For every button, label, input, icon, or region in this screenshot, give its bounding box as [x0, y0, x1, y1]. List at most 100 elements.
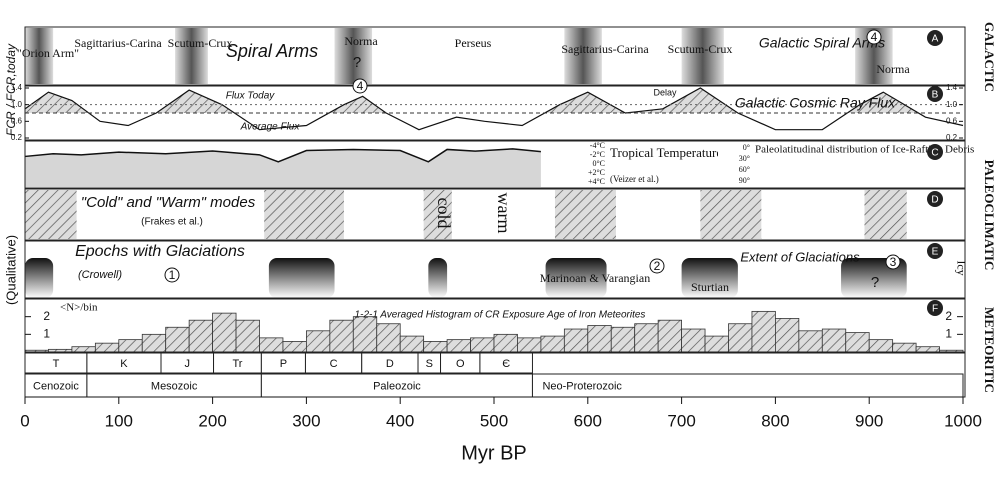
- histogram-bar: [446, 339, 471, 353]
- x-tick-label: 600: [574, 411, 602, 430]
- histogram-bar: [493, 333, 518, 353]
- timescale-label: Cenozoic: [33, 380, 79, 392]
- cold-interval: [700, 190, 762, 239]
- histogram-bar: [892, 342, 917, 353]
- y-tick-label: 1.4: [11, 83, 23, 92]
- panel-letter: A: [932, 34, 939, 45]
- y-tick-label: 1.0: [11, 100, 23, 109]
- histogram-bar: [71, 346, 96, 353]
- y-tick-label: 2: [43, 309, 50, 323]
- x-tick-label: 800: [761, 411, 789, 430]
- temperature-source: (Veizer et al.): [610, 174, 659, 184]
- histogram-bar: [235, 319, 260, 353]
- timescale-label: T: [53, 358, 60, 370]
- temperature-tick-label: +2°C: [588, 168, 605, 177]
- panel-letter-circle: [927, 30, 943, 46]
- histogram-bar: [165, 326, 190, 353]
- panel-letter: F: [932, 304, 938, 315]
- histogram-bar: [376, 323, 401, 353]
- spiral-title: Spiral Arms: [226, 41, 318, 61]
- cold-interval: [423, 190, 452, 239]
- histogram-bar: [141, 333, 167, 353]
- timescale-label: Neo-Proterozoic: [542, 380, 622, 392]
- histogram-bar: [329, 319, 354, 353]
- arm-label: Sagittarius-Carina: [561, 42, 649, 56]
- histogram-bar: [282, 340, 307, 353]
- group-label: METEORITIC: [982, 307, 997, 393]
- timescale-label: K: [120, 358, 128, 370]
- histogram-bar: [188, 319, 213, 353]
- histogram-bar: [845, 332, 870, 353]
- y-axis-label: FCR / FCR,today: [4, 43, 18, 136]
- group-label: PALEOCLIMATIC: [982, 160, 997, 271]
- histogram-bar: [775, 318, 800, 353]
- histogram-bar: [118, 339, 143, 353]
- histogram-bar: [470, 337, 495, 353]
- panel-e-frame: [24, 240, 966, 299]
- glaciation-interval: [428, 258, 448, 298]
- panel-letter: D: [931, 195, 938, 206]
- panel-letter: B: [932, 90, 939, 101]
- x-tick-label: 900: [855, 411, 883, 430]
- timescale-label: J: [185, 358, 191, 370]
- temperature-area: [25, 148, 541, 187]
- temperature-title: Tropical Temperature: [610, 145, 722, 160]
- y-tick-label: 1: [43, 327, 50, 341]
- x-tick-label: 100: [105, 411, 133, 430]
- histogram-bar: [587, 325, 612, 353]
- histogram-bar: [352, 316, 378, 353]
- marker-circle: [649, 258, 665, 274]
- glaciation-interval: [681, 258, 738, 298]
- glaciation-label: Extent of Glaciations: [740, 249, 860, 264]
- glaciation-label: Icy: [954, 260, 968, 275]
- histogram-bar: [399, 335, 425, 353]
- glaciation-interval: [545, 258, 607, 298]
- histogram-bar: [681, 328, 706, 353]
- panel-letter-circle: [927, 300, 943, 316]
- temperature-tick-label: +4°C: [588, 177, 605, 186]
- cold-interval: [25, 190, 77, 239]
- histogram-bar: [915, 346, 940, 353]
- panel-f-frame: [24, 298, 966, 353]
- rafting-tick-label: 90°: [739, 176, 750, 185]
- arm-label: Scutum-Crux: [668, 42, 733, 56]
- x-tick-label: 1000: [944, 411, 982, 430]
- average-flux-label: Average Flux: [240, 122, 301, 133]
- timescale-label: P: [280, 358, 287, 370]
- histogram-bar: [634, 323, 659, 353]
- cold-interval: [264, 190, 344, 239]
- histogram-bar: [517, 337, 542, 353]
- y2-tick-label: 2: [945, 309, 952, 323]
- panel-letter-circle: [927, 144, 943, 160]
- histogram-bar: [94, 342, 120, 353]
- marker-circle: [352, 78, 368, 94]
- arm-band: [681, 28, 724, 84]
- histogram-title: 1-2-1 Averaged Histogram of CR Exposure …: [355, 310, 646, 321]
- x-tick-label: 200: [198, 411, 226, 430]
- panel-b-frame: [24, 85, 966, 141]
- panel-a-frame: [24, 26, 966, 86]
- glaciation-label: ?: [871, 274, 879, 291]
- arm-band: [564, 28, 602, 84]
- arm-label: Perseus: [455, 36, 492, 50]
- arm-band: [25, 28, 54, 84]
- marker-circle: [866, 29, 882, 45]
- cold-label: cold: [434, 198, 454, 229]
- glaciation-label: Marinoan & Varangian: [540, 271, 650, 285]
- temperature-tick-label: -2°C: [590, 150, 605, 159]
- rafting-tick-label: 0°: [743, 143, 750, 152]
- delay-label: Delay: [653, 87, 677, 97]
- panel-letter-circle: [927, 243, 943, 259]
- spiral-caption: Galactic Spiral Arms: [759, 35, 885, 51]
- histogram-bar: [821, 328, 847, 353]
- timescale-label: S: [426, 358, 433, 370]
- glaciation-label: Sturtian: [691, 280, 729, 294]
- panel-letter: C: [931, 148, 938, 159]
- panel-d-frame: [24, 188, 966, 241]
- timescale-label: O: [456, 358, 465, 370]
- arm-label: Sagittarius-Carina: [74, 36, 162, 50]
- x-tick-label: 0: [20, 411, 29, 430]
- arm-label: "Orion Arm": [17, 46, 79, 60]
- y-tick-label: 0.2: [11, 133, 23, 142]
